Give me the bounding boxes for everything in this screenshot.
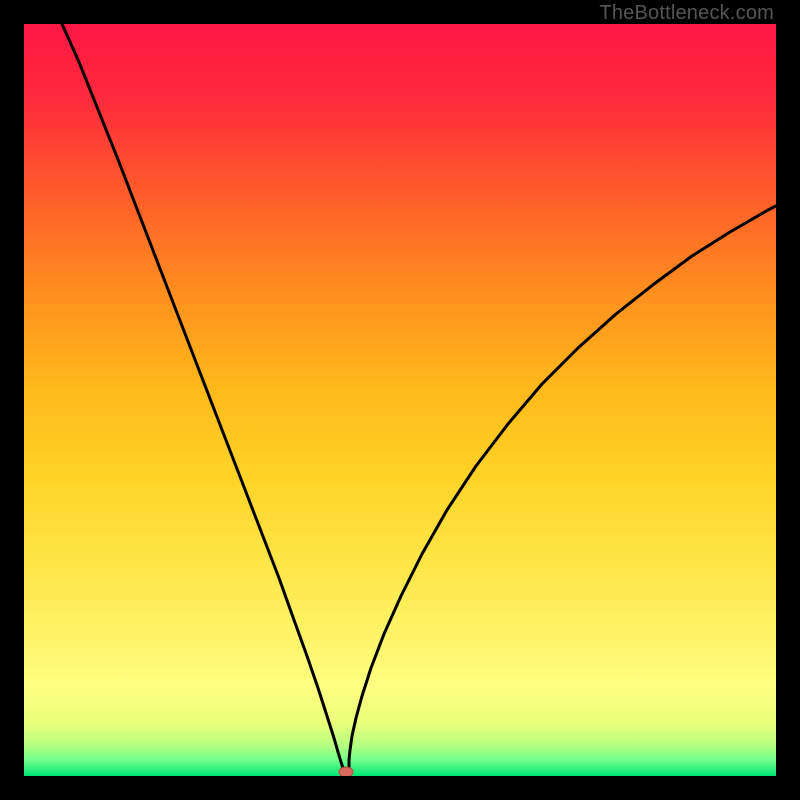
gradient-background [24, 24, 776, 776]
optimum-marker [339, 767, 353, 776]
bottleneck-chart [24, 24, 776, 776]
plot-area [24, 24, 776, 776]
watermark-text: TheBottleneck.com [599, 2, 774, 25]
